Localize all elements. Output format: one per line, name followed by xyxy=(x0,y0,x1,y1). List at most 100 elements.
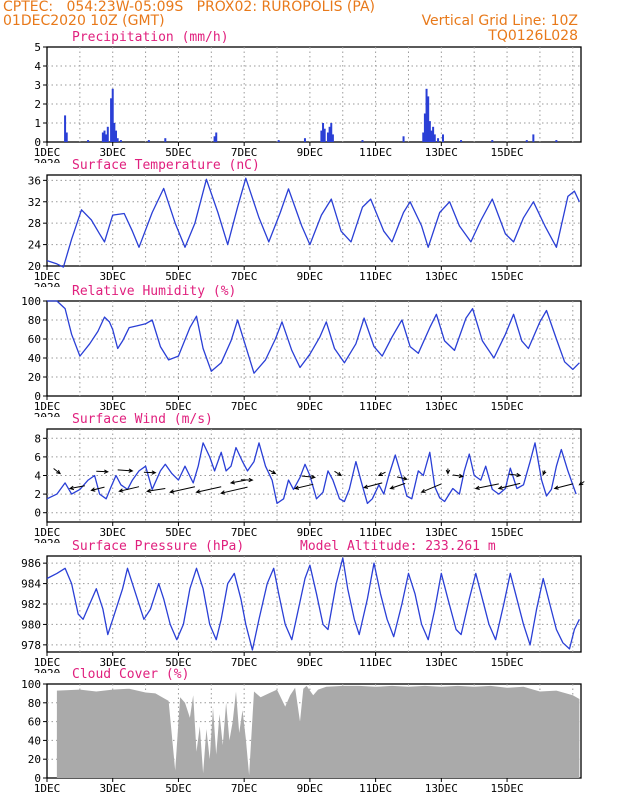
precip-bar xyxy=(115,130,118,142)
panel-frame xyxy=(46,174,582,267)
x-year-label: 2020 xyxy=(34,667,61,680)
y-tick-label: 2 xyxy=(34,488,41,501)
y-tick-label: 20 xyxy=(28,371,41,384)
precip-bar xyxy=(437,138,440,142)
y-tick-label: 4 xyxy=(34,470,41,483)
precip-bar xyxy=(330,123,333,142)
x-tick-label: 1DEC xyxy=(34,270,61,283)
precip-bar xyxy=(432,126,435,142)
y-tick-label: 982 xyxy=(21,598,41,611)
y-tick-label: 1 xyxy=(34,117,41,130)
precip-bar xyxy=(402,136,405,142)
precip-bar xyxy=(323,128,326,142)
precip-bar xyxy=(331,134,334,142)
y-tick-label: 80 xyxy=(28,697,41,710)
precip-bar xyxy=(427,96,430,142)
precip-bar xyxy=(116,138,119,142)
temp-line xyxy=(46,177,580,268)
precip-bar xyxy=(322,123,325,142)
wind-arrow xyxy=(53,468,61,475)
x-tick-label: 3DEC xyxy=(99,146,126,159)
wind-arrow xyxy=(508,472,522,478)
panel-frame xyxy=(46,46,582,143)
y-tick-label: 80 xyxy=(28,314,41,327)
precip-bar xyxy=(430,130,433,142)
precip-bar xyxy=(111,88,114,142)
y-tick-label: 20 xyxy=(28,753,41,766)
y-tick-label: 28 xyxy=(28,217,41,230)
y-tick-label: 100 xyxy=(21,295,41,308)
panel-wind: 0 2 4 6 8 1DEC 3DEC 5DEC 7DEC 9DEC 11DEC 13DEC 15DEC… xyxy=(34,412,585,550)
header-grid-note: Vertical Grid Line: 10Z xyxy=(421,13,578,29)
precip-bar xyxy=(428,121,431,142)
panel-title: Surface Pressure (hPa) xyxy=(72,539,244,554)
wind-line xyxy=(46,442,577,505)
precip-bar xyxy=(328,126,331,142)
wind-arrow xyxy=(293,483,314,490)
wind-arrow xyxy=(420,483,442,493)
x-tick-label: 9DEC xyxy=(297,146,324,159)
x-tick-label: 15DEC xyxy=(490,656,523,669)
wind-arrow xyxy=(301,474,316,480)
x-year-label: 2020 xyxy=(34,411,61,424)
x-year-label: 2020 xyxy=(34,281,61,294)
wind-arrow xyxy=(268,469,277,475)
precip-bar xyxy=(147,140,150,142)
wind-arrow xyxy=(377,471,386,476)
wind-arrow xyxy=(143,470,157,475)
panel-title: Relative Humidity (%) xyxy=(72,284,236,299)
wind-arrow xyxy=(68,485,85,491)
precip-bar xyxy=(320,130,323,142)
precip-bar xyxy=(213,136,216,142)
x-tick-label: 9DEC xyxy=(297,526,324,539)
precip-bar xyxy=(65,132,68,142)
y-tick-label: 6 xyxy=(34,451,41,464)
panel-rh: 0 20 40 60 80 100 1DEC 3DEC 5DEC 7DEC 9DEC 11DEC 13D… xyxy=(21,284,582,424)
x-tick-label: 15DEC xyxy=(490,146,523,159)
y-tick-label: 978 xyxy=(21,639,41,652)
y-tick-label: 980 xyxy=(21,618,41,631)
x-tick-label: 9DEC xyxy=(297,656,324,669)
x-tick-label: 3DEC xyxy=(99,526,126,539)
panel-title: Surface Wind (m/s) xyxy=(72,412,213,427)
y-tick-label: 20 xyxy=(28,260,41,273)
precip-bar xyxy=(113,123,116,142)
x-tick-label: 3DEC xyxy=(99,656,126,669)
y-tick-label: 0 xyxy=(34,136,41,149)
x-tick-label: 11DEC xyxy=(359,400,392,413)
x-tick-label: 9DEC xyxy=(297,400,324,413)
x-tick-label: 1DEC xyxy=(34,526,61,539)
precip-bar xyxy=(215,132,218,142)
precip-bar xyxy=(303,138,306,142)
precip-bar xyxy=(525,140,528,142)
x-year-label: 2020 xyxy=(34,157,61,170)
y-tick-label: 8 xyxy=(34,432,41,445)
x-tick-label: 5DEC xyxy=(165,146,192,159)
wind-arrow xyxy=(118,486,140,493)
wind-arrow xyxy=(362,482,383,489)
wind-arrow xyxy=(542,470,547,476)
wind-arrow xyxy=(117,468,134,473)
precip-bar xyxy=(532,134,535,142)
x-tick-label: 1DEC xyxy=(34,782,61,795)
pres-line xyxy=(46,557,580,651)
y-tick-label: 3 xyxy=(34,79,41,92)
x-tick-label: 1DEC xyxy=(34,146,61,159)
y-tick-label: 0 xyxy=(34,507,41,520)
year-label-wrap: 2020 xyxy=(34,537,61,550)
x-tick-label: 5DEC xyxy=(165,526,192,539)
x-tick-label: 3DEC xyxy=(99,400,126,413)
panel-pres: 978 980 982 984 986 1DEC 3DEC 5DEC 7DEC 9DEC 11DEC… xyxy=(21,539,582,680)
x-tick-label: 15DEC xyxy=(490,782,523,795)
x-year-label: 2020 xyxy=(34,537,61,550)
x-tick-label: 7DEC xyxy=(231,782,258,795)
y-tick-label: 24 xyxy=(28,239,42,252)
precip-bar xyxy=(425,88,428,142)
wind-arrow xyxy=(240,477,254,483)
y-tick-label: 4 xyxy=(34,60,41,73)
panel-annotation: Model Altitude: 233.261 m xyxy=(300,539,496,554)
x-tick-label: 9DEC xyxy=(297,270,324,283)
wind-arrow xyxy=(474,483,499,490)
x-tick-label: 15DEC xyxy=(490,526,523,539)
